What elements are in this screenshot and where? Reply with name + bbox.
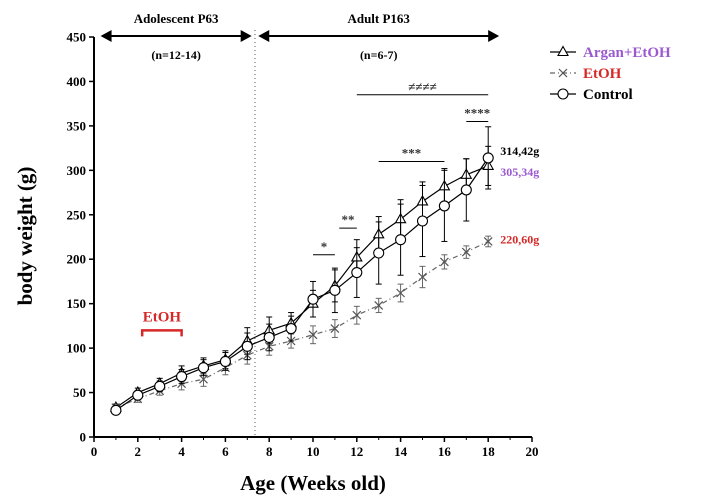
data-point xyxy=(439,257,449,267)
data-point xyxy=(416,215,429,227)
x-tick-label: 2 xyxy=(135,444,142,459)
series-argan-etoh xyxy=(109,145,495,412)
data-point xyxy=(373,247,385,259)
data-point-stroke-b xyxy=(330,324,340,333)
legend-label: Argan+EtOH xyxy=(583,45,671,61)
series-line xyxy=(115,240,489,409)
end-value-label: 305,34g xyxy=(500,165,539,179)
series-control xyxy=(110,126,494,416)
data-point xyxy=(285,323,297,335)
y-tick-label: 450 xyxy=(67,30,87,45)
data-point xyxy=(199,374,208,384)
phase-n-label: (n=6-7) xyxy=(360,48,398,62)
y-tick-label: 200 xyxy=(67,252,87,267)
etoh-treatment-label: EtOH xyxy=(143,309,182,325)
data-point xyxy=(330,324,340,333)
data-point xyxy=(308,330,318,340)
legend: Argan+EtOH EtOH Control xyxy=(550,45,671,103)
phase-arrow-head-right xyxy=(240,30,252,42)
y-tick-label: 350 xyxy=(67,118,87,133)
x-axis-label: Age (Weeks old) xyxy=(240,471,386,495)
data-point xyxy=(351,267,363,279)
data-point xyxy=(132,389,144,401)
data-point xyxy=(461,247,471,257)
x-tick-label: 18 xyxy=(482,444,496,459)
data-point xyxy=(219,355,231,367)
phase-n-label: (n=12-14) xyxy=(151,48,201,62)
x-tick-label: 4 xyxy=(178,444,185,459)
data-point xyxy=(307,293,319,305)
data-point xyxy=(110,404,122,416)
data-point-stroke-b xyxy=(374,301,384,310)
phase-arrow-head-left xyxy=(258,30,270,42)
data-point xyxy=(418,272,427,282)
significance-label: ** xyxy=(342,212,355,227)
data-point xyxy=(483,237,493,246)
data-point xyxy=(374,301,384,310)
phase-label: Adult P163 xyxy=(347,11,410,26)
data-point-stroke-b xyxy=(483,237,493,246)
y-tick-label: 50 xyxy=(73,385,86,400)
x-tick-label: 6 xyxy=(222,444,229,459)
y-tick-label: 100 xyxy=(67,341,87,356)
x-tick-label: 14 xyxy=(394,444,408,459)
data-point xyxy=(482,152,494,164)
significance-label: **** xyxy=(464,105,490,120)
phase-arrow-head-right xyxy=(488,30,500,42)
legend-label: Control xyxy=(583,87,633,103)
end-value-label: 220,60g xyxy=(500,233,539,247)
x-tick-label: 8 xyxy=(266,444,273,459)
phase-label: Adolescent P63 xyxy=(134,11,219,26)
y-tick-label: 0 xyxy=(80,430,87,445)
x-tick-label: 16 xyxy=(438,444,452,459)
data-point-stroke-b xyxy=(439,257,449,267)
data-point-stroke-b xyxy=(418,272,427,282)
phase-arrow-head-left xyxy=(100,30,112,42)
data-point-stroke-b xyxy=(461,247,471,257)
etoh-treatment-bracket xyxy=(140,329,183,337)
data-point-stroke-b xyxy=(352,310,362,320)
significance-label: ≠≠≠≠ xyxy=(408,79,437,94)
data-point xyxy=(352,310,362,320)
y-tick-label: 250 xyxy=(67,207,87,222)
data-point xyxy=(154,380,166,392)
x-tick-label: 12 xyxy=(350,444,363,459)
data-point-stroke-b xyxy=(308,330,318,340)
y-tick-label: 300 xyxy=(67,163,87,178)
legend-marker xyxy=(557,88,569,100)
x-tick-label: 20 xyxy=(526,444,539,459)
series-line xyxy=(115,165,489,409)
significance-label: * xyxy=(321,239,328,254)
series-line xyxy=(115,157,489,411)
data-point xyxy=(329,284,341,296)
data-point xyxy=(241,340,253,352)
data-point xyxy=(395,234,407,246)
end-value-label: 314,42g xyxy=(500,144,539,158)
data-point xyxy=(176,371,188,383)
data-point xyxy=(197,362,210,374)
significance-label: *** xyxy=(402,145,422,160)
data-point xyxy=(263,331,275,343)
y-tick-label: 150 xyxy=(67,296,87,311)
y-axis-label: body weight (g) xyxy=(13,167,37,306)
plot-area: 0 2 4 6 8 10 12 14 16 18 2005010015020025030035040… xyxy=(67,11,540,459)
legend-marker-stroke-b xyxy=(558,68,568,78)
data-point xyxy=(396,288,406,298)
data-point xyxy=(438,200,450,212)
data-point xyxy=(460,184,472,196)
y-tick-label: 400 xyxy=(67,74,87,89)
data-point-stroke-b xyxy=(396,288,406,298)
x-tick-label: 0 xyxy=(91,444,98,459)
legend-marker xyxy=(558,68,568,78)
legend-label: EtOH xyxy=(583,66,622,82)
legend-marker xyxy=(557,45,569,57)
x-tick-label: 10 xyxy=(307,444,320,459)
data-point-stroke-b xyxy=(199,374,208,384)
